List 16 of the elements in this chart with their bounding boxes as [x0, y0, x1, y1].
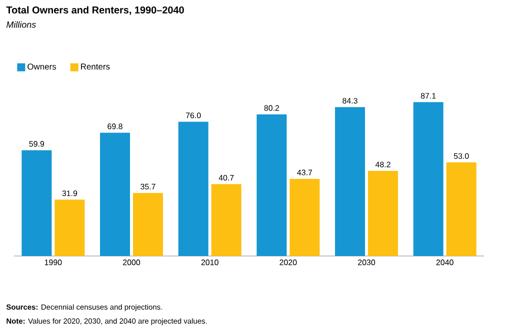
bar	[413, 102, 444, 256]
bar	[54, 200, 85, 256]
legend-label: Owners	[28, 64, 56, 70]
chart-title: Total Owners and Renters, 1990–2040	[6, 6, 184, 15]
bar	[368, 170, 398, 256]
bar	[22, 150, 52, 256]
legend-label: Renters	[81, 64, 110, 70]
chart-subtitle: Millions	[6, 21, 36, 28]
bar	[211, 184, 242, 256]
bar	[100, 132, 130, 256]
bar	[178, 122, 208, 256]
bar	[335, 107, 366, 256]
bar	[446, 162, 476, 256]
bar	[256, 114, 287, 256]
bar	[133, 192, 163, 256]
bar	[290, 178, 320, 256]
